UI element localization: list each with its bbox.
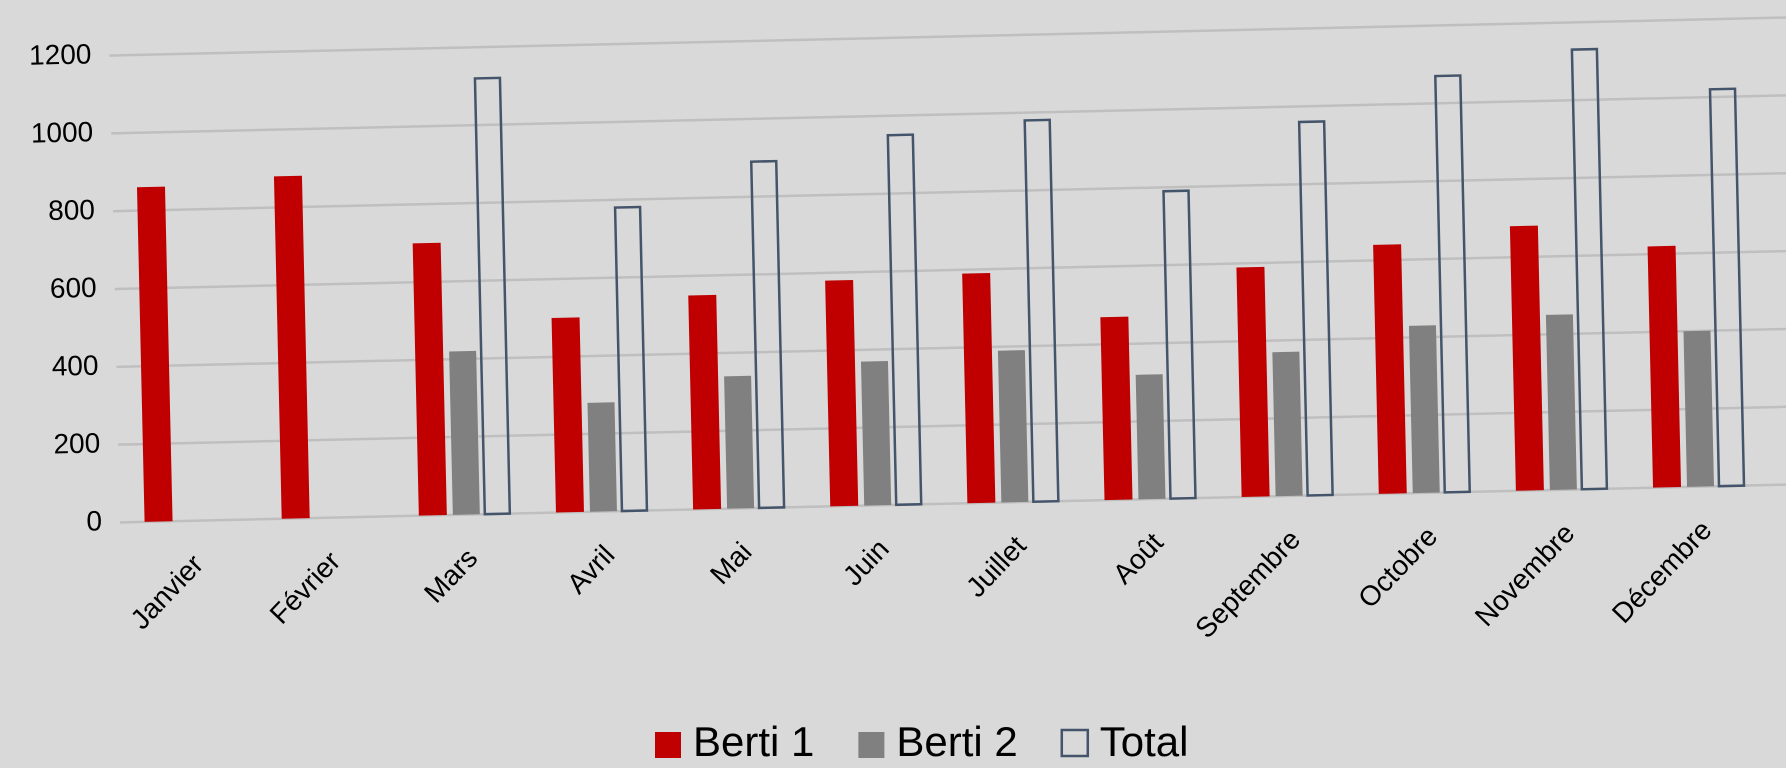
bar xyxy=(825,280,859,507)
bar xyxy=(1135,374,1166,500)
bar xyxy=(1434,74,1472,494)
bar xyxy=(1683,330,1715,487)
x-tick-label: Juin xyxy=(837,533,895,592)
x-tick-label: Avril xyxy=(561,539,621,599)
legend-marker xyxy=(1060,728,1090,758)
bar xyxy=(724,375,755,509)
bar xyxy=(551,317,584,513)
plot-area: 0 200 400 600 800 1000 1200 Janvier Février Mars A… xyxy=(29,15,1786,644)
bar xyxy=(613,205,649,513)
x-tick-label: Janvier xyxy=(124,548,209,635)
legend-label: Berti 2 xyxy=(896,718,1017,765)
grid-line xyxy=(109,15,1786,57)
bar xyxy=(997,350,1029,503)
bar xyxy=(1023,118,1060,504)
x-tick-label: Octobre xyxy=(1352,520,1443,613)
bar xyxy=(1509,225,1544,491)
bar xyxy=(1373,244,1407,494)
y-tick-label: 200 xyxy=(53,427,100,459)
bar xyxy=(412,242,447,516)
x-tick-label: Novembre xyxy=(1469,517,1581,632)
bar xyxy=(1162,189,1197,500)
bar xyxy=(1100,316,1133,501)
bar xyxy=(688,294,722,510)
bar xyxy=(136,186,173,522)
bar xyxy=(1272,351,1303,497)
bar xyxy=(449,350,480,515)
y-tick-label: 800 xyxy=(48,194,95,226)
bar xyxy=(473,76,512,516)
bar xyxy=(962,273,996,504)
y-tick-label: 1200 xyxy=(29,38,92,70)
y-tick-label: 1000 xyxy=(31,116,94,148)
bar xyxy=(587,402,617,512)
y-tick-label: 0 xyxy=(86,505,102,536)
legend: Berti 1 Berti 2 Total xyxy=(655,718,1189,765)
grid-line xyxy=(111,93,1786,135)
x-tick-label: Février xyxy=(264,545,347,629)
bar xyxy=(1236,266,1270,498)
bar xyxy=(886,133,923,507)
legend-marker xyxy=(655,732,681,758)
y-tick-label: 600 xyxy=(50,272,97,304)
legend-label: Berti 1 xyxy=(693,718,814,765)
x-tick-label: Décembre xyxy=(1606,514,1718,629)
x-tick-label: Septembre xyxy=(1189,524,1306,644)
legend-marker xyxy=(858,732,885,758)
bar xyxy=(1545,314,1577,491)
x-tick-label: Août xyxy=(1107,527,1169,590)
bar xyxy=(749,159,786,510)
bar xyxy=(1708,87,1746,488)
x-tick-label: Mai xyxy=(704,536,758,590)
grid-line xyxy=(112,171,1786,213)
bar xyxy=(1297,120,1334,497)
bar xyxy=(273,175,310,519)
x-tick-label: Mars xyxy=(418,542,483,608)
bar xyxy=(860,360,892,506)
bar xyxy=(1570,47,1609,491)
legend-label: Total xyxy=(1100,718,1189,765)
bar xyxy=(1647,245,1682,488)
bar xyxy=(1408,325,1440,494)
y-tick-label: 400 xyxy=(51,350,98,382)
x-tick-label: Juillet xyxy=(960,530,1032,603)
